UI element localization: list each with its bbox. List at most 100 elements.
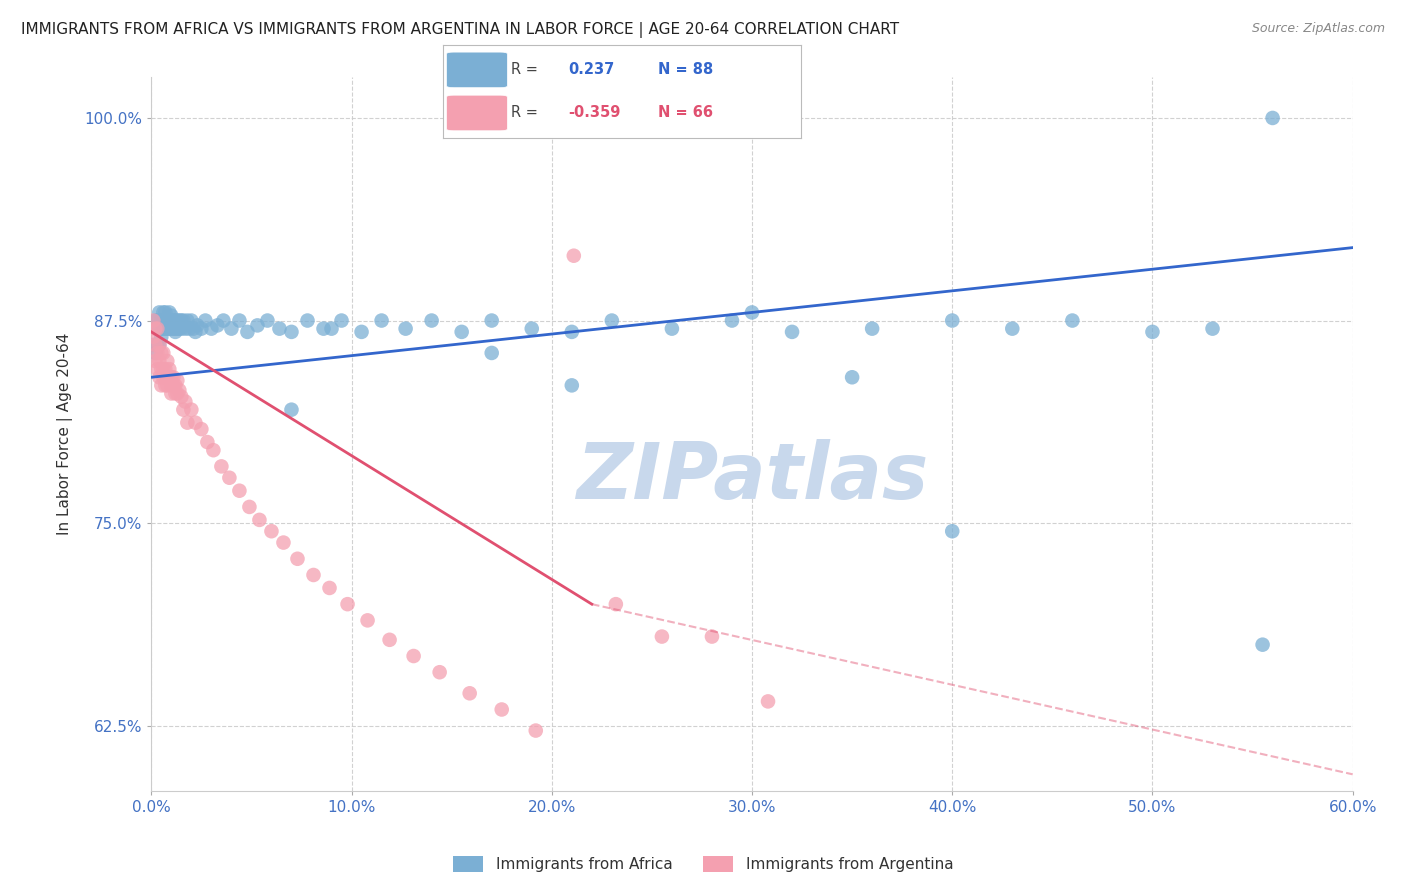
- Point: [143, 338, 166, 352]
- Point: [562, 249, 585, 263]
- Point: [450, 325, 472, 339]
- Point: [184, 416, 207, 430]
- Point: [156, 378, 179, 392]
- Point: [321, 321, 343, 335]
- Point: [146, 346, 169, 360]
- Point: [156, 321, 179, 335]
- Point: [150, 378, 173, 392]
- Point: [170, 313, 193, 327]
- Text: N = 66: N = 66: [658, 105, 713, 120]
- Point: [249, 513, 271, 527]
- Point: [256, 313, 278, 327]
- Point: [150, 321, 173, 335]
- Point: [605, 597, 627, 611]
- Point: [165, 313, 187, 327]
- Point: [166, 386, 188, 401]
- Point: [152, 321, 174, 335]
- Point: [600, 313, 623, 327]
- Point: [302, 568, 325, 582]
- Point: [160, 309, 183, 323]
- FancyBboxPatch shape: [447, 95, 508, 131]
- Point: [190, 422, 212, 436]
- Text: ZIPatlas: ZIPatlas: [576, 439, 928, 515]
- Point: [260, 524, 283, 539]
- Point: [200, 321, 222, 335]
- Point: [228, 313, 250, 327]
- Point: [150, 362, 173, 376]
- Point: [157, 370, 180, 384]
- Point: [166, 313, 188, 327]
- Point: [238, 500, 260, 514]
- Point: [150, 313, 173, 327]
- Point: [190, 321, 212, 335]
- Point: [170, 321, 193, 335]
- Text: Source: ZipAtlas.com: Source: ZipAtlas.com: [1251, 22, 1385, 36]
- Point: [236, 325, 259, 339]
- Point: [160, 386, 183, 401]
- Point: [172, 313, 194, 327]
- Point: [169, 313, 191, 327]
- Point: [155, 321, 177, 335]
- Point: [150, 346, 173, 360]
- Legend: Immigrants from Africa, Immigrants from Argentina: Immigrants from Africa, Immigrants from …: [446, 848, 960, 880]
- Point: [146, 321, 169, 335]
- Text: 0.237: 0.237: [568, 62, 614, 78]
- Text: R =: R =: [510, 105, 538, 120]
- Point: [269, 321, 291, 335]
- Point: [143, 346, 166, 360]
- Point: [174, 394, 197, 409]
- Point: [156, 313, 179, 327]
- Point: [184, 325, 207, 339]
- Point: [520, 321, 543, 335]
- Point: [146, 321, 169, 335]
- Point: [176, 313, 198, 327]
- Point: [207, 318, 229, 333]
- Point: [146, 362, 169, 376]
- Point: [146, 338, 169, 352]
- Point: [160, 378, 183, 392]
- Text: -0.359: -0.359: [568, 105, 621, 120]
- Point: [458, 686, 481, 700]
- Point: [700, 630, 723, 644]
- Point: [148, 321, 170, 335]
- Point: [756, 694, 779, 708]
- Point: [152, 370, 174, 384]
- Text: N = 88: N = 88: [658, 62, 713, 78]
- Point: [162, 313, 184, 327]
- Point: [143, 354, 166, 368]
- Point: [280, 325, 302, 339]
- Point: [202, 443, 225, 458]
- Point: [162, 321, 184, 335]
- Point: [209, 459, 232, 474]
- Point: [156, 313, 179, 327]
- Point: [155, 362, 177, 376]
- Point: [491, 702, 513, 716]
- Point: [280, 402, 302, 417]
- Point: [148, 354, 170, 368]
- Point: [186, 318, 208, 333]
- Point: [246, 318, 269, 333]
- Point: [150, 330, 173, 344]
- Y-axis label: In Labor Force | Age 20-64: In Labor Force | Age 20-64: [58, 333, 73, 535]
- Point: [661, 321, 683, 335]
- Point: [170, 390, 193, 404]
- Point: [174, 321, 197, 335]
- Point: [166, 374, 188, 388]
- Point: [297, 313, 319, 327]
- Point: [524, 723, 547, 738]
- Point: [212, 313, 235, 327]
- Point: [356, 613, 378, 627]
- Point: [155, 313, 177, 327]
- Point: [157, 321, 180, 335]
- Point: [162, 370, 184, 384]
- Point: [142, 313, 165, 327]
- Text: IMMIGRANTS FROM AFRICA VS IMMIGRANTS FROM ARGENTINA IN LABOR FORCE | AGE 20-64 C: IMMIGRANTS FROM AFRICA VS IMMIGRANTS FRO…: [21, 22, 900, 38]
- Point: [162, 378, 184, 392]
- Point: [157, 313, 180, 327]
- Point: [378, 632, 401, 647]
- FancyBboxPatch shape: [447, 52, 508, 87]
- Point: [273, 535, 295, 549]
- Point: [155, 305, 177, 319]
- Point: [146, 313, 169, 327]
- Point: [1001, 321, 1024, 335]
